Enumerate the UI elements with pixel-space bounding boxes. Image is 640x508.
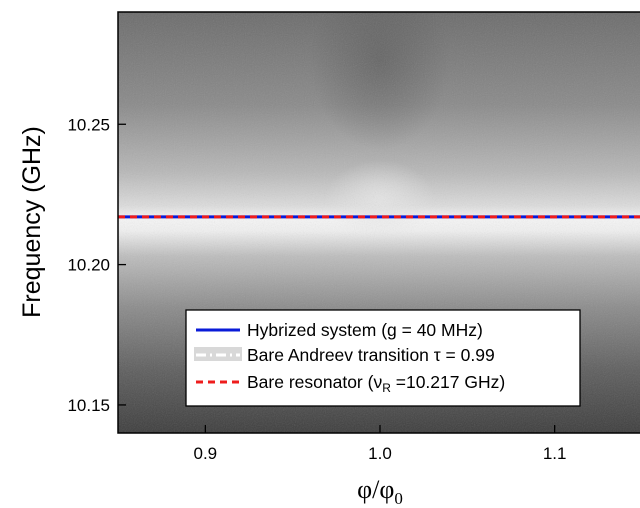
legend-label-hybrid: Hybrized system (g = 40 MHz) [247, 320, 483, 340]
x-tick-label: 0.9 [194, 444, 218, 463]
x-axis-label-subscript: 0 [394, 489, 403, 508]
legend-box [185, 309, 581, 407]
y-tick-label: 10.25 [67, 115, 110, 134]
x-tick-label: 1.0 [368, 444, 392, 463]
y-tick-label: 10.20 [67, 256, 110, 275]
y-axis-label: Frequency (GHz) [18, 126, 46, 318]
axis-ticks: 0.9 1.0 1.1 10.15 10.20 10.25 [67, 115, 566, 463]
x-tick-label: 1.1 [543, 444, 567, 463]
x-axis-label: φ/φ0 [357, 475, 403, 508]
legend-label-andreev: Bare Andreev transition τ = 0.99 [247, 345, 495, 365]
y-tick-label: 10.15 [67, 396, 110, 415]
legend: Hybrized system (g = 40 MHz) Bare Andree… [185, 309, 581, 407]
legend-label-resonator: Bare resonator (νR =10.217 GHz) [247, 372, 505, 395]
